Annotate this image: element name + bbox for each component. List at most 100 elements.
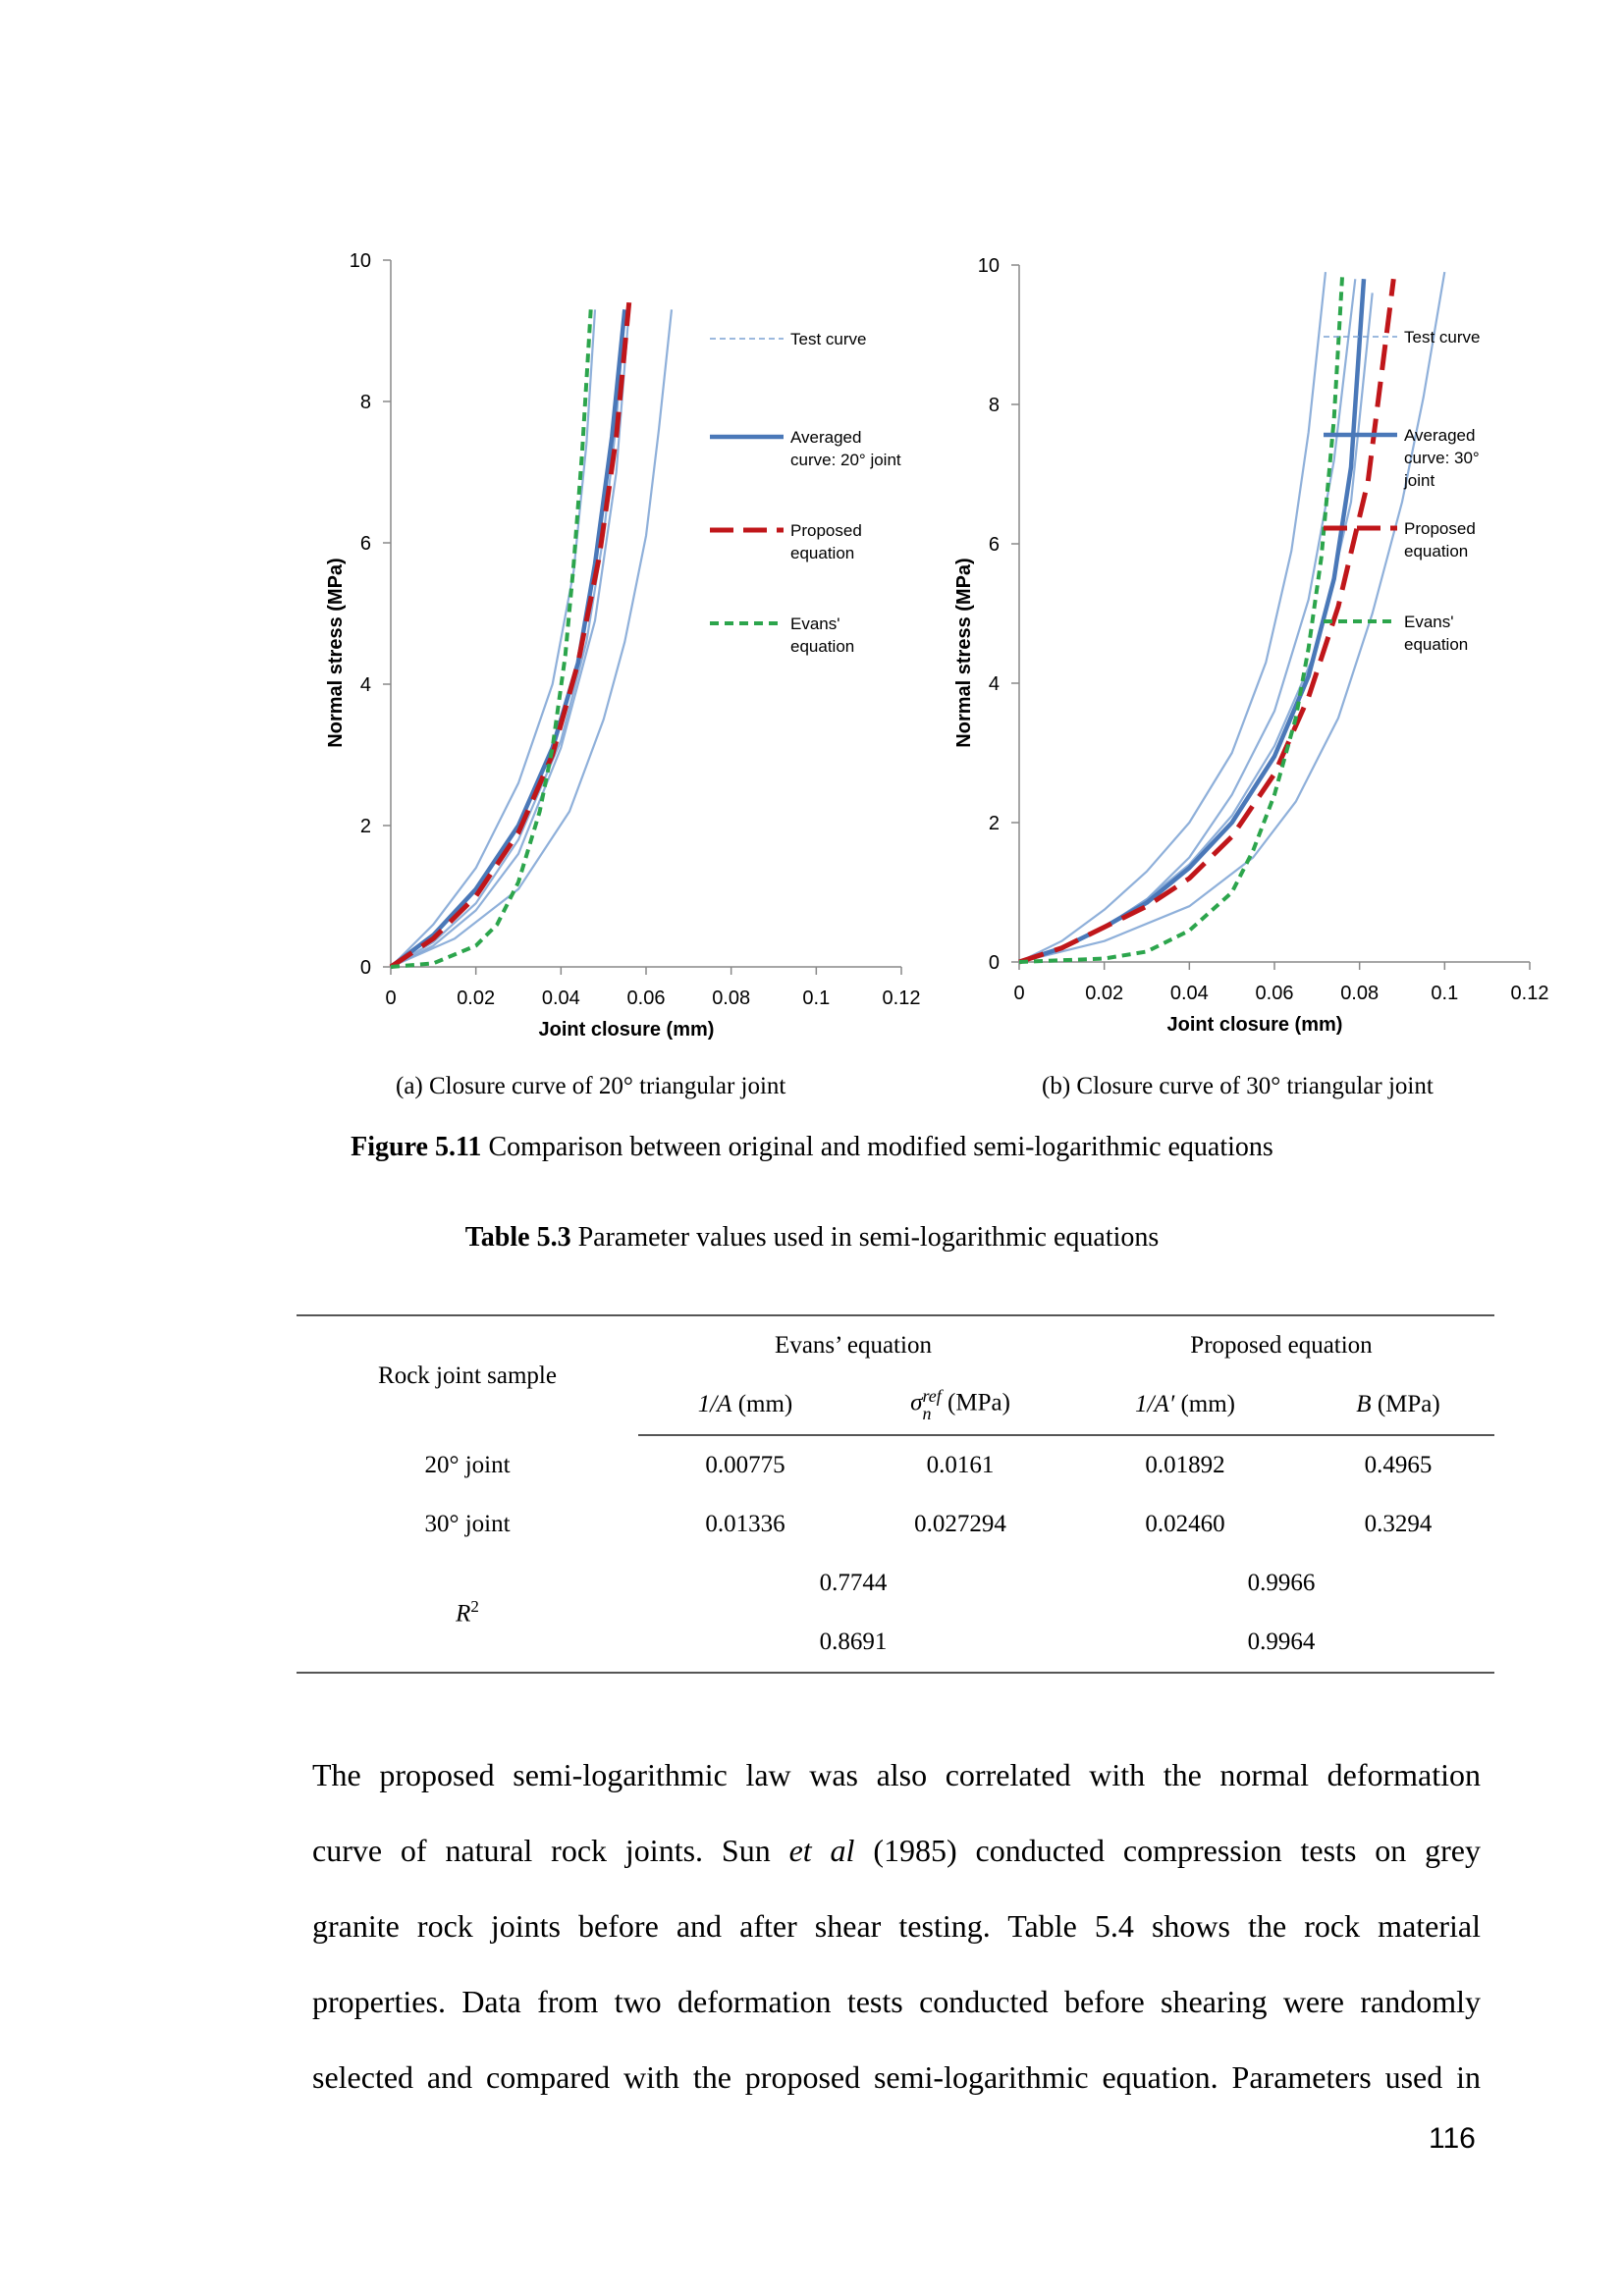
value-cell: 0.4965 [1364, 1452, 1433, 1478]
body-line: curve of natural rock joints. Sun et al … [312, 1813, 1481, 1889]
y-tick-label: 2 [360, 816, 371, 837]
value-cell: 0.0161 [926, 1452, 995, 1478]
x-tick-label: 0.08 [712, 988, 750, 1009]
x-tick-label: 0.02 [457, 988, 495, 1009]
y-axis-label: Normal stress (MPa) [325, 558, 347, 747]
x-axis-label: Joint closure (mm) [539, 1019, 715, 1041]
test-series-line [1018, 271, 1446, 964]
y-tick-label: 10 [978, 255, 1000, 277]
legend-label: Test curve [1404, 328, 1480, 347]
col-4-symbol: B [1356, 1391, 1372, 1417]
value-cell: 0.027294 [914, 1511, 1006, 1537]
r2-evans-cell: 0.8691 [638, 1613, 1068, 1674]
body-line: The proposed semi-logarithmic law was al… [312, 1757, 1481, 1792]
r2-symbol: R [456, 1600, 471, 1628]
y-tick-label: 8 [360, 392, 371, 413]
r2-evans-cell: 0.7744 [819, 1570, 888, 1596]
subcaption-a: (a) Closure curve of 20° triangular join… [396, 1073, 786, 1099]
col-header-3: 1/A′ (mm) [1068, 1375, 1302, 1436]
col-1-symbol: 1/A [697, 1391, 732, 1417]
col-header-4: B (MPa) [1302, 1375, 1494, 1436]
x-tick-label: 0.04 [542, 988, 580, 1009]
value-cell: 0.3294 [1364, 1511, 1433, 1537]
figure-label: Figure 5.11 [351, 1132, 482, 1162]
y-tick-label: 6 [989, 534, 1000, 556]
body-line-part: (1985) conducted compression tests on gr… [854, 1833, 1482, 1868]
body-line-emphasis: et al [788, 1833, 855, 1868]
group-evans-header: Evans’ equation [638, 1314, 1068, 1375]
table-caption-text: Parameter values used in semi-logarithmi… [570, 1222, 1160, 1253]
y-tick-label: 8 [989, 395, 1000, 416]
y-tick-label: 4 [989, 673, 1000, 695]
legend-label: curve: 20° joint [790, 451, 901, 469]
group-proposed-header: Proposed equation [1068, 1314, 1494, 1375]
col-header-2: σ ref n (MPa) [852, 1375, 1068, 1436]
body-line: granite rock joints before and after she… [312, 1908, 1481, 1944]
x-tick-label: 0.06 [1256, 983, 1294, 1004]
body-line: selected and compared with the proposed … [312, 2059, 1481, 2095]
col-2-subscript: n [922, 1404, 932, 1423]
x-tick-label: 0.02 [1085, 983, 1123, 1004]
y-tick-label: 4 [360, 674, 371, 696]
chart-b: 0 2 4 6 8 10 0 0.02 0.04 0.06 0.08 0.1 0.12 Joint clo… [941, 236, 1624, 1060]
x-tick-label: 0.12 [1511, 983, 1549, 1004]
col-header-1: 1/A (mm) [638, 1375, 852, 1436]
body-line: properties. Data from two deformation te… [312, 1984, 1481, 2019]
x-tick-label: 0.08 [1340, 983, 1379, 1004]
figure-caption-text: Comparison between original and modified… [481, 1132, 1273, 1162]
test-series-line [390, 309, 597, 968]
value-cell: 0.01336 [705, 1511, 785, 1537]
chart-a: 0 2 4 6 8 10 0 0.02 0.04 0.06 0.08 0.1 0.12 Joint clo… [312, 236, 1000, 1060]
table-label: Table 5.3 [464, 1222, 571, 1253]
col-2-superscript: ref [922, 1386, 942, 1406]
col-4-unit: (MPa) [1371, 1391, 1440, 1417]
table-subheader-row: 1/A (mm) σ ref n (MPa) 1/A′ (mm) B (MPa) [297, 1375, 1494, 1436]
page-number: 116 [1429, 2122, 1476, 2155]
y-tick-label: 2 [989, 813, 1000, 834]
x-axis-label: Joint closure (mm) [1167, 1014, 1343, 1036]
x-tick-label: 0.06 [627, 988, 666, 1009]
x-tick-label: 0.1 [802, 988, 830, 1009]
test-series-line [390, 309, 630, 968]
legend-label: Averaged [790, 428, 861, 447]
legend-label: equation [1404, 542, 1468, 561]
sample-cell: 30° joint [424, 1511, 511, 1537]
test-series-line [1018, 271, 1327, 963]
legend-label: Evans' [1404, 613, 1454, 631]
col-1-unit: (mm) [731, 1391, 793, 1417]
sample-cell: 20° joint [424, 1451, 511, 1478]
table-row: 20° joint 0.00775 0.0161 0.01892 0.4965 [297, 1435, 1494, 1495]
legend-label: Evans' [790, 614, 840, 633]
legend-label: equation [1404, 635, 1468, 654]
y-tick-label: 6 [360, 533, 371, 555]
test-series-line [1018, 279, 1357, 964]
chart-b-svg: 0 2 4 6 8 10 0 0.02 0.04 0.06 0.08 0.1 0.12 Joint clo… [953, 255, 1549, 1036]
col-2-symbol: σ [910, 1389, 923, 1416]
x-tick-label: 0.04 [1170, 983, 1209, 1004]
subcaption-b: (b) Closure curve of 30° triangular join… [1042, 1073, 1434, 1099]
value-cell: 0.02460 [1145, 1511, 1225, 1537]
col-3-symbol: 1/A′ [1135, 1391, 1175, 1417]
legend-label: curve: 30° [1404, 449, 1480, 467]
legend-label: equation [790, 637, 854, 656]
table-header-row: Rock joint sample Evans’ equation Propos… [297, 1314, 1494, 1435]
legend-label: Proposed [1404, 519, 1476, 538]
r2-superscript: 2 [470, 1597, 479, 1617]
col-2-unit: (MPa) [941, 1389, 1010, 1416]
body-paragraph: The proposed semi-logarithmic law was al… [312, 1737, 1481, 2115]
r2-proposed-cell: 0.9966 [1247, 1570, 1316, 1596]
y-tick-label: 0 [989, 952, 1000, 974]
table-row: 0.8691 0.9964 [297, 1613, 1494, 1674]
evans-series-line [1018, 271, 1345, 964]
y-axis-label: Normal stress (MPa) [953, 558, 975, 747]
y-tick-label: 0 [360, 957, 371, 979]
proposed-series-line [1018, 278, 1396, 965]
row-header-cell: Rock joint sample [297, 1314, 638, 1435]
x-tick-label: 0.12 [883, 988, 921, 1009]
legend-label: equation [790, 544, 854, 562]
chart-a-svg: 0 2 4 6 8 10 0 0.02 0.04 0.06 0.08 0.1 0.12 Joint clo… [325, 250, 921, 1041]
figure-caption: Figure 5.11 Comparison between original … [0, 1132, 1624, 1163]
parameter-table: Rock joint sample Evans’ equation Propos… [297, 1314, 1494, 1674]
table-caption: Table 5.3 Parameter values used in semi-… [0, 1222, 1624, 1254]
value-cell: 0.00775 [705, 1452, 785, 1478]
